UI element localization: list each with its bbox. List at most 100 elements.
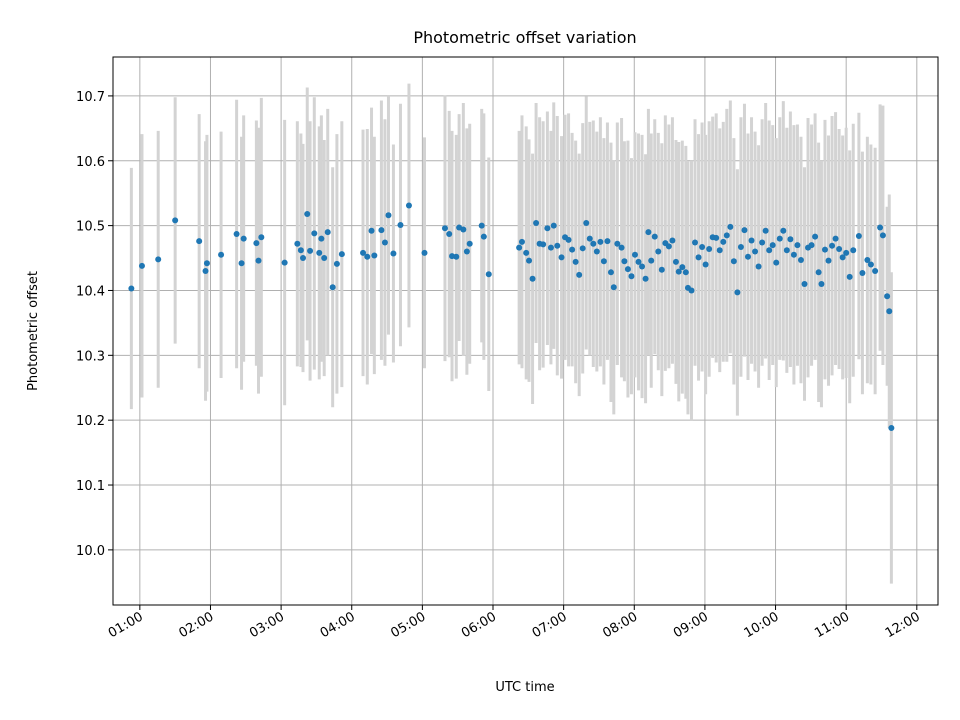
data-point [590, 240, 597, 247]
data-point [554, 242, 561, 249]
data-point [665, 243, 672, 250]
data-point [776, 235, 783, 242]
data-point [238, 260, 245, 267]
data-point [607, 269, 614, 276]
data-point [624, 266, 631, 273]
data-point [741, 227, 748, 234]
data-point [821, 246, 828, 253]
x-tick-labels: 01:00 02:00 03:00 04:00 05:00 06:00 07:00 08:00… [106, 609, 923, 641]
data-point [593, 248, 600, 255]
data-point [886, 308, 893, 315]
data-point [316, 249, 323, 256]
data-point [446, 231, 453, 238]
x-tick-label: 03:00 [247, 609, 287, 641]
data-point [755, 263, 762, 270]
data-point [766, 247, 773, 254]
data-point [808, 242, 815, 249]
data-point [730, 258, 737, 265]
data-point [737, 244, 744, 251]
data-point [688, 287, 695, 294]
data-point [648, 257, 655, 264]
data-point [540, 241, 547, 248]
y-tick-label: 10.2 [76, 414, 105, 429]
data-point [713, 234, 720, 241]
data-point [368, 227, 375, 234]
data-point [702, 261, 709, 268]
data-point [421, 249, 428, 256]
data-point [518, 238, 525, 245]
data-point [360, 249, 367, 256]
y-tick-label: 10.0 [76, 544, 105, 559]
data-point [762, 227, 769, 234]
data-point [645, 229, 652, 236]
data-point [516, 244, 523, 251]
data-point [523, 249, 530, 256]
y-tick-labels: 10.0 10.1 10.2 10.3 10.4 10.5 10.6 10.7 [76, 90, 105, 559]
y-axis-label: Photometric offset [26, 271, 41, 391]
data-point [253, 240, 260, 247]
data-point [658, 266, 665, 273]
data-point [748, 237, 755, 244]
data-point [281, 259, 288, 266]
data-point [679, 264, 686, 271]
data-point [453, 253, 460, 260]
data-point [621, 258, 628, 265]
x-tick-label: 11:00 [812, 609, 852, 641]
data-point [888, 424, 895, 431]
data-point [485, 271, 492, 278]
data-point [604, 238, 611, 245]
axis-ticks [108, 95, 918, 610]
data-point [579, 245, 586, 252]
data-point [441, 225, 448, 232]
data-point [651, 233, 658, 240]
data-point [846, 273, 853, 280]
data-point [233, 231, 240, 238]
data-point [533, 220, 540, 227]
data-point [783, 247, 790, 254]
data-point [378, 227, 385, 234]
data-point [812, 233, 819, 240]
data-point [706, 245, 713, 252]
data-point [463, 248, 470, 255]
error-bars [129, 83, 893, 584]
data-point [801, 280, 808, 287]
data-point [855, 232, 862, 239]
y-tick-label: 10.1 [76, 479, 105, 494]
x-tick-label: 02:00 [177, 609, 217, 641]
data-point [818, 280, 825, 287]
data-point [138, 262, 145, 269]
data-point [480, 233, 487, 240]
data-point [797, 256, 804, 263]
data-point [836, 245, 843, 252]
data-point [773, 259, 780, 266]
x-tick-label: 01:00 [106, 609, 146, 641]
data-point [815, 269, 822, 276]
data-point [675, 268, 682, 275]
data-point [794, 242, 801, 249]
x-tick-label: 09:00 [671, 609, 711, 641]
data-point [529, 275, 536, 282]
data-point [324, 229, 331, 236]
data-point [155, 256, 162, 263]
data-point [300, 255, 307, 262]
data-point [618, 244, 625, 251]
data-point [829, 242, 836, 249]
data-point [318, 235, 325, 242]
data-point [727, 223, 734, 230]
data-point [466, 240, 473, 247]
data-point [196, 238, 203, 245]
data-point [734, 289, 741, 296]
data-point [884, 293, 891, 300]
data-point [558, 254, 565, 261]
data-point [780, 227, 787, 234]
data-point [478, 222, 485, 229]
data-point [307, 247, 314, 254]
data-point [720, 238, 727, 245]
data-point [240, 235, 247, 242]
data-point [547, 244, 554, 251]
x-tick-label: 08:00 [600, 609, 640, 641]
data-point [839, 254, 846, 261]
x-tick-label: 05:00 [388, 609, 428, 641]
x-tick-label: 07:00 [530, 609, 570, 641]
